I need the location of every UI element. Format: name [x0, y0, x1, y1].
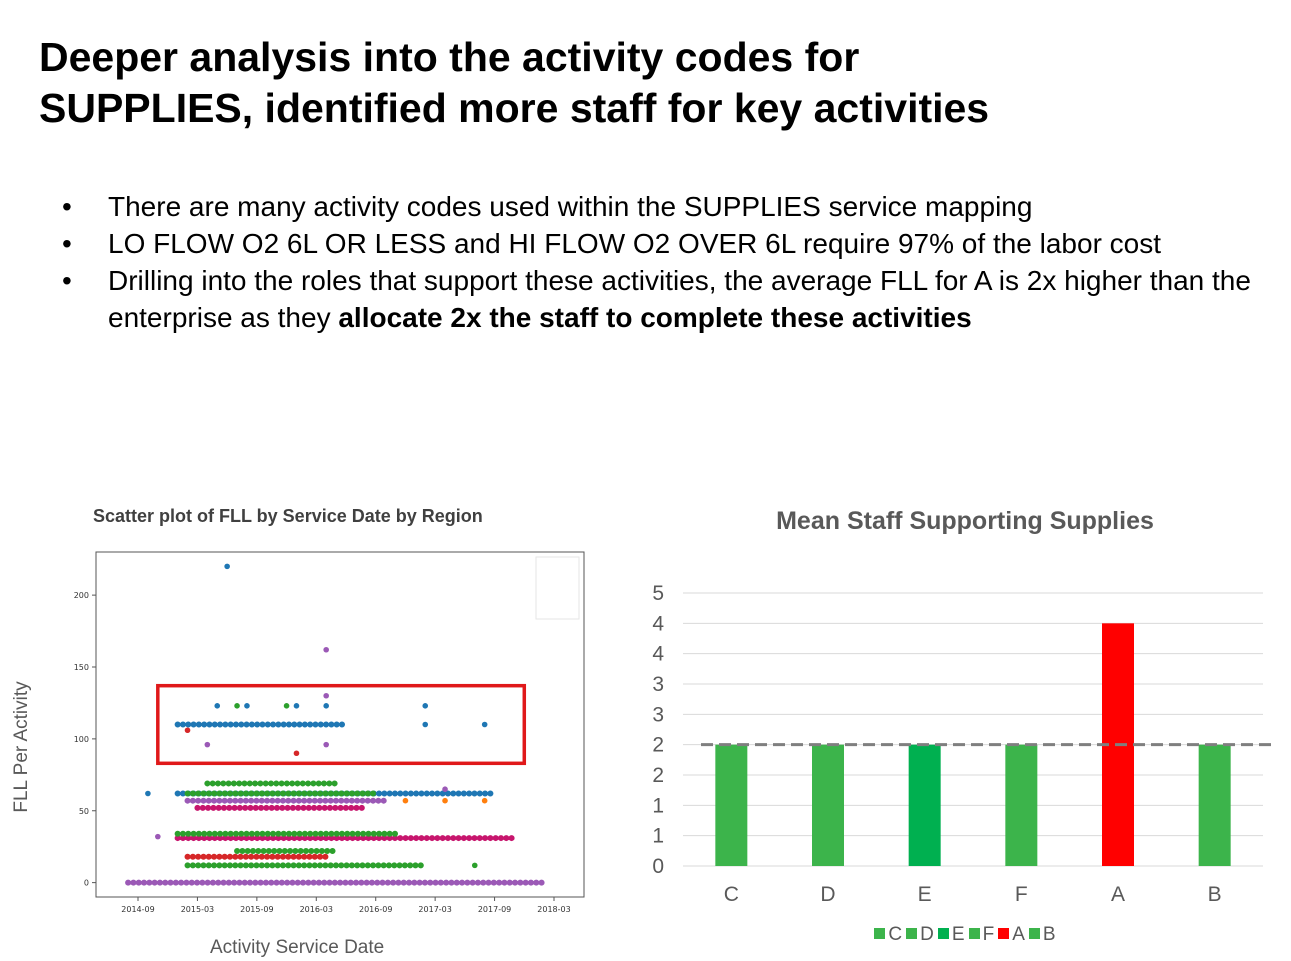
- scatter-point: [214, 703, 221, 709]
- title-line-2: SUPPLIES, identified more staff for key …: [39, 85, 990, 131]
- scatter-point: [442, 797, 448, 804]
- scatter-point: [422, 703, 429, 709]
- legend-item-b: B: [1028, 924, 1056, 946]
- scatter-point: [293, 703, 300, 709]
- scatter-point: [422, 721, 429, 728]
- legend-item-c: C: [874, 924, 902, 946]
- bar-x-tick-label: D: [820, 883, 835, 906]
- scatter-point: [293, 750, 300, 757]
- scatter-point: [204, 741, 211, 748]
- legend-item-f: F: [968, 924, 995, 946]
- bullet-text: Drilling into the roles that support the…: [108, 265, 1251, 333]
- legend-label: E: [951, 924, 965, 945]
- bar-x-tick-label: B: [1208, 883, 1222, 906]
- scatter-point: [471, 862, 478, 869]
- legend-label: A: [1012, 924, 1025, 945]
- scatter-point: [323, 646, 329, 653]
- scatter-y-tick-label: 150: [74, 663, 89, 672]
- bar-x-tick-label: C: [724, 883, 739, 906]
- legend-label: C: [888, 924, 903, 945]
- scatter-point: [155, 833, 161, 840]
- page-title: Deeper analysis into the activity codes …: [39, 32, 1259, 134]
- bar-d: [812, 744, 844, 866]
- bar-y-tick-label: 3: [652, 673, 664, 696]
- scatter-point: [145, 790, 151, 797]
- scatter-legend-box: [535, 556, 580, 620]
- scatter-point: [442, 786, 448, 792]
- legend-label: F: [982, 924, 995, 945]
- bar-y-tick-label: 3: [652, 703, 664, 726]
- scatter-point: [184, 727, 191, 734]
- scatter-x-tick-label: 2016-09: [359, 905, 392, 914]
- legend-swatch: [1028, 928, 1040, 939]
- bar-chart-title: Mean Staff Supporting Supplies: [776, 507, 1154, 535]
- scatter-point: [323, 692, 329, 699]
- scatter-chart-title: Scatter plot of FLL by Service Date by R…: [93, 506, 483, 526]
- bar-y-tick-label: 1: [652, 794, 664, 817]
- scatter-y-tick-label: 200: [74, 591, 89, 600]
- scatter-y-tick-label: 0: [84, 879, 89, 888]
- scatter-point: [224, 563, 230, 570]
- bullet-text: LO FLOW O2 6L OR LESS and HI FLOW O2 OVE…: [108, 228, 1162, 259]
- scatter-y-tick-label: 100: [74, 735, 89, 744]
- legend-item-d: D: [906, 924, 934, 946]
- bar-x-tick-label: A: [1111, 883, 1125, 906]
- bullet-list: • There are many activity codes used wit…: [62, 188, 1262, 336]
- legend-label: D: [920, 924, 934, 945]
- scatter-x-tick-label: 2017-03: [418, 905, 451, 914]
- bullet-marker: •: [62, 191, 72, 222]
- bullet-marker: •: [62, 265, 72, 296]
- bar-b: [1198, 744, 1231, 866]
- scatter-chart: 0 50 100 150 200 2014-09 2015-03 2015-09 2016-03…: [74, 551, 585, 914]
- scatter-point: [402, 797, 409, 804]
- title-line-1: Deeper analysis into the activity codes …: [39, 34, 860, 80]
- scatter-x-tick-label: 2018-03: [537, 905, 570, 914]
- scatter-point: [323, 741, 329, 748]
- legend-item-a: A: [998, 924, 1025, 946]
- bullet-item: • There are many activity codes used wit…: [62, 188, 1262, 225]
- scatter-x-tick-label: 2017-09: [478, 905, 511, 914]
- bar-y-tick-label: 4: [652, 643, 664, 666]
- legend-swatch: [937, 928, 949, 939]
- bar-c: [715, 744, 748, 866]
- scatter-x-axis-label: Activity Service Date: [210, 937, 385, 958]
- scatter-point: [323, 703, 329, 709]
- bullet-item: • Drilling into the roles that support t…: [62, 262, 1262, 336]
- bar-x-tick-label: E: [918, 883, 932, 906]
- bar-y-tick-label: 2: [652, 764, 664, 787]
- bullet-marker: •: [62, 228, 72, 259]
- bar-y-tick-label: 1: [652, 825, 664, 848]
- bullet-bold-text: allocate 2x the staff to complete these …: [338, 302, 972, 333]
- bar-y-tick-label: 4: [652, 612, 664, 635]
- legend-label: B: [1042, 924, 1056, 945]
- bullet-text: There are many activity codes used withi…: [108, 191, 1033, 222]
- bar-y-tick-label: 0: [652, 855, 664, 878]
- scatter-point: [244, 703, 250, 709]
- bar-y-tick-label: 2: [652, 734, 664, 757]
- scatter-x-tick-label: 2015-03: [181, 905, 214, 914]
- bar-x-tick-label: F: [1015, 883, 1028, 906]
- bar-f: [1005, 744, 1038, 866]
- bar-chart: 0 1 1 2 2 3 3 4 4 5 C D E F A B: [652, 582, 1276, 906]
- scatter-point: [283, 703, 290, 709]
- highlight-box: [156, 683, 527, 766]
- bar-y-tick-label: 5: [652, 582, 664, 605]
- legend-swatch: [906, 928, 918, 939]
- legend-item-e: E: [937, 924, 965, 946]
- legend-swatch: [998, 928, 1010, 939]
- scatter-point: [481, 797, 488, 804]
- legend-swatch: [874, 928, 886, 939]
- bar-e: [908, 744, 941, 866]
- legend-swatch: [968, 928, 980, 939]
- scatter-point: [481, 721, 488, 728]
- scatter-x-tick-label: 2015-09: [240, 905, 273, 914]
- scatter-y-tick-label: 50: [79, 807, 89, 816]
- scatter-x-tick-label: 2016-03: [300, 905, 333, 914]
- scatter-x-tick-label: 2014-09: [121, 905, 154, 914]
- scatter-point: [234, 703, 240, 709]
- scatter-y-axis-label: FLL Per Activity: [11, 681, 32, 813]
- bullet-item: • LO FLOW O2 6L OR LESS and HI FLOW O2 O…: [62, 225, 1262, 262]
